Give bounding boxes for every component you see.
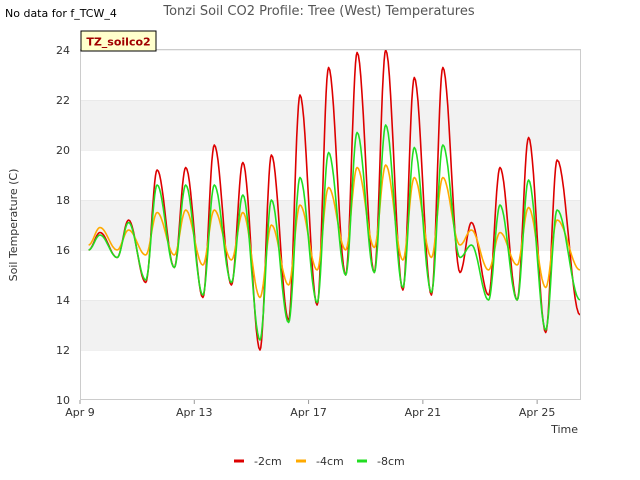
x-tick-label: Apr 9	[65, 406, 95, 419]
x-tick-label: Apr 25	[519, 406, 556, 419]
y-tick-label: 20	[56, 144, 70, 157]
legend-label: -4cm	[316, 455, 344, 468]
grid-band	[80, 350, 580, 400]
x-axis-ticks: Apr 9 Apr 13 Apr 17 Apr 21 Apr 25	[65, 400, 555, 419]
x-tick-label: Apr 17	[290, 406, 327, 419]
y-tick-label: 16	[56, 244, 70, 257]
grid-band	[80, 100, 580, 150]
badge-box	[80, 30, 157, 52]
chart-title: Tonzi Soil CO2 Profile: Tree (West) Temp…	[162, 4, 475, 19]
plot-series	[88, 49, 581, 351]
plot-frame	[80, 49, 581, 400]
y-tick-label: 22	[56, 94, 70, 107]
y-tick-label: 12	[56, 344, 70, 357]
y-tick-label: 14	[56, 294, 70, 307]
y-tick-label: 18	[56, 194, 70, 207]
series-line-8cm	[88, 124, 581, 341]
legend: -2cm -4cm -8cm	[234, 455, 405, 468]
grid-band	[80, 300, 580, 350]
no-data-note: No data for f_TCW_4	[5, 7, 117, 20]
x-tick-label: Apr 13	[176, 406, 213, 419]
y-tick-label: 24	[56, 44, 70, 57]
y-axis-label: Soil Temperature (C)	[7, 169, 20, 282]
legend-label: -8cm	[377, 455, 405, 468]
legend-label: -2cm	[254, 455, 282, 468]
y-tick-label: 10	[56, 394, 70, 407]
grid-band	[80, 250, 580, 300]
badge-label: TZ_soilco2	[86, 36, 150, 49]
x-tick-label: Apr 21	[405, 406, 442, 419]
y-axis-ticks: 10 12 14 16 18 20 22 24	[56, 44, 70, 407]
x-axis-label: Time	[550, 423, 578, 436]
badge: TZ_soilco2	[80, 30, 157, 52]
